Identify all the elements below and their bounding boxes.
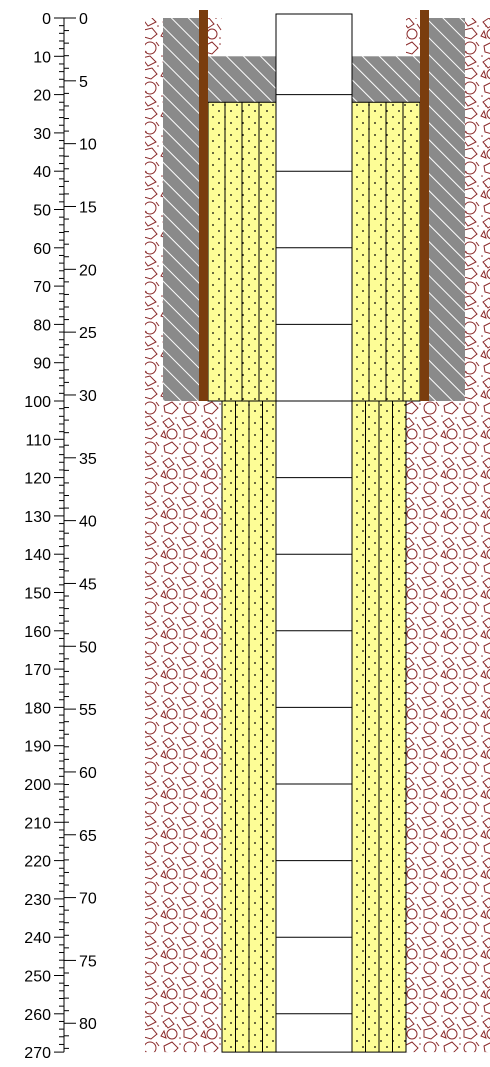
scale-label-m: 0	[79, 11, 88, 28]
scale-label-m: 45	[79, 576, 97, 593]
scale-label-ft: 160	[24, 624, 51, 641]
scale-label-ft: 110	[25, 432, 51, 449]
scale-label-m: 30	[79, 388, 97, 405]
scale-label-m: 25	[79, 325, 97, 342]
scale-label-ft: 260	[24, 1007, 51, 1024]
scale-label-ft: 170	[24, 662, 51, 679]
conductor-casing	[199, 10, 429, 401]
scale-label-ft: 120	[24, 471, 51, 488]
scale-label-ft: 10	[33, 49, 51, 66]
scale-label-ft: 240	[24, 930, 51, 947]
scale-label-ft: 270	[24, 1045, 51, 1062]
scale-label-ft: 50	[33, 203, 51, 220]
scale-label-ft: 230	[24, 892, 51, 909]
scale-label-m: 40	[79, 514, 97, 531]
scale-label-ft: 80	[33, 317, 51, 334]
scale-label-m: 60	[79, 765, 97, 782]
casing-left	[199, 10, 208, 401]
scale-label-m: 35	[79, 451, 97, 468]
scale-label-ft: 90	[33, 356, 51, 373]
scale-label-ft: 70	[33, 279, 51, 296]
scale-label-ft: 210	[24, 815, 51, 832]
scale-label-m: 75	[79, 953, 97, 970]
pipe-body	[275, 13, 353, 1053]
scale-label-ft: 20	[33, 88, 51, 105]
scale-label-ft: 180	[24, 700, 51, 717]
scale-label-m: 10	[79, 137, 97, 154]
scale-label-ft: 40	[33, 164, 51, 181]
scale-label-ft: 150	[24, 586, 51, 603]
scale-label-m: 80	[79, 1016, 97, 1033]
scale-label-m: 55	[79, 702, 97, 719]
scale-label-ft: 100	[24, 394, 51, 411]
scale-label-m: 65	[79, 828, 97, 845]
scale-label-ft: 0	[42, 11, 51, 28]
well-pipe	[275, 13, 353, 1053]
scale-label-m: 70	[79, 891, 97, 908]
scale-label-m: 50	[79, 639, 97, 656]
casing-right	[420, 10, 429, 401]
scale-label-ft: 250	[24, 969, 51, 986]
scale-label-m: 5	[79, 74, 88, 91]
scale-label-m: 20	[79, 262, 97, 279]
scale-label-ft: 200	[24, 777, 51, 794]
scale-label-ft: 130	[24, 509, 51, 526]
scale-label-ft: 140	[24, 547, 51, 564]
filter-pack	[207, 101, 421, 1053]
depth-scale: 0102030405060708090100110120130140150160…	[24, 11, 97, 1062]
scale-label-ft: 60	[33, 241, 51, 258]
scale-label-ft: 190	[24, 739, 51, 756]
scale-label-ft: 220	[24, 854, 51, 871]
scale-label-ft: 30	[33, 126, 51, 143]
scale-label-m: 15	[79, 199, 97, 216]
